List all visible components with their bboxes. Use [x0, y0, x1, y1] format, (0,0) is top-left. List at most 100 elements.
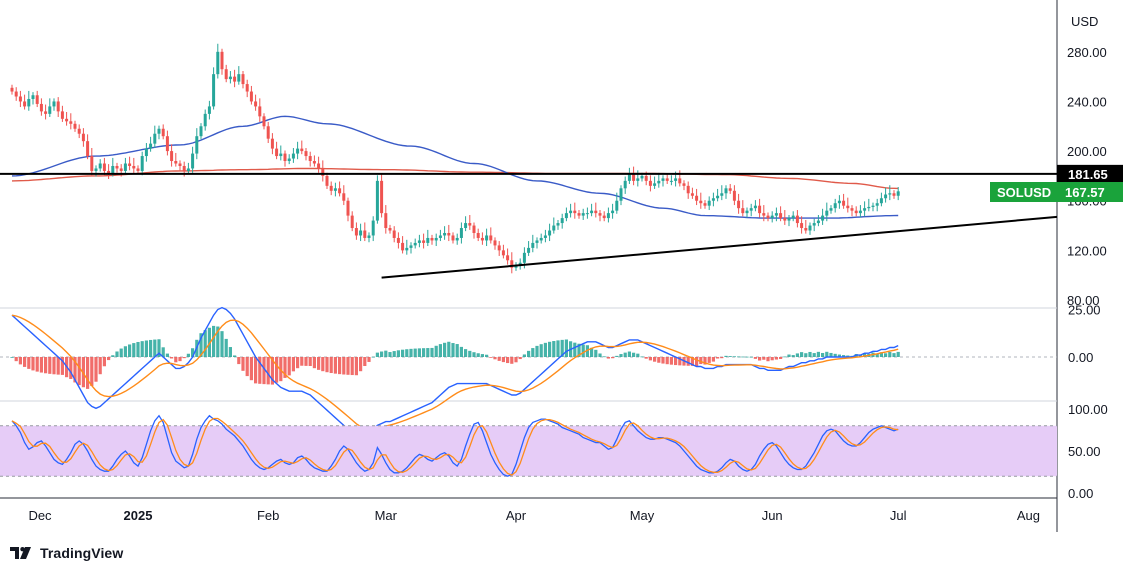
candle-body	[884, 194, 888, 199]
macd-histogram-bar	[149, 339, 153, 357]
candle	[157, 125, 161, 140]
macd-histogram-bar	[619, 354, 623, 357]
candle-body	[829, 208, 833, 211]
macd-histogram-bar	[451, 343, 455, 357]
macd-histogram-bar	[816, 351, 820, 357]
candle-body	[791, 215, 795, 219]
macd-histogram-bar	[144, 340, 148, 357]
macd-histogram-bar	[648, 357, 652, 361]
macd-histogram-bar	[27, 357, 31, 369]
candle-body	[426, 237, 430, 243]
candle-body	[812, 223, 816, 226]
price-pane[interactable]	[0, 43, 1058, 279]
macd-histogram-bar	[207, 327, 211, 357]
macd-histogram-bar	[501, 357, 505, 363]
candle	[262, 113, 266, 130]
time-axis[interactable]: Dec 2025 Feb Mar Apr May Jun Jul Aug	[28, 508, 1040, 523]
candle-body	[48, 106, 52, 114]
macd-histogram-bar	[375, 352, 379, 357]
candle	[14, 87, 18, 101]
candle-body	[497, 245, 501, 251]
candle-body	[527, 247, 531, 253]
stochastic-pane[interactable]	[0, 414, 1057, 477]
candle-body	[409, 245, 413, 248]
candle	[573, 202, 577, 219]
candle	[569, 203, 573, 218]
candle	[833, 198, 837, 213]
macd-histogram-bar	[711, 357, 715, 362]
macd-histogram-bar	[543, 342, 547, 357]
macd-histogram-bar	[539, 344, 543, 357]
macd-histogram-bar	[758, 357, 762, 361]
time-tick-label: Mar	[375, 508, 398, 523]
candle-body	[888, 193, 892, 195]
candle-body	[191, 153, 195, 169]
macd-histogram-bar	[371, 356, 375, 358]
candle	[153, 125, 157, 148]
candle-body	[107, 170, 111, 174]
candle	[518, 258, 522, 270]
macd-histogram-bar	[224, 338, 228, 357]
candle	[270, 133, 274, 155]
candle	[720, 185, 724, 201]
candle-body	[678, 178, 682, 184]
candle	[716, 188, 720, 202]
candle	[623, 176, 627, 194]
candle-body	[447, 232, 451, 236]
macd-histogram-bar	[363, 357, 367, 367]
candle-body	[321, 168, 325, 176]
macd-histogram-bar	[468, 350, 472, 357]
macd-histogram-bar	[237, 357, 241, 365]
macd-histogram-bar	[863, 353, 867, 357]
candle-body	[577, 213, 581, 216]
candle-body	[451, 235, 455, 241]
candle-body	[44, 111, 48, 114]
macd-pane[interactable]	[0, 306, 1057, 438]
candle	[434, 233, 438, 247]
candle	[102, 157, 106, 176]
candle	[304, 147, 308, 161]
candle	[245, 79, 249, 98]
candle	[65, 112, 69, 126]
candle-body	[77, 128, 81, 134]
candle-body	[795, 215, 799, 224]
candle	[548, 223, 552, 242]
candle-body	[476, 232, 480, 238]
candle	[161, 124, 165, 140]
candle-body	[699, 200, 703, 204]
macd-histogram-bar	[808, 351, 812, 357]
candle-body	[774, 213, 778, 216]
macd-histogram-bar	[170, 357, 174, 359]
candle	[283, 150, 287, 167]
candle	[333, 182, 337, 197]
candle	[501, 244, 505, 259]
candle	[422, 233, 426, 249]
macd-histogram-bar	[770, 357, 774, 361]
candle-body	[375, 180, 379, 221]
candle-body	[149, 143, 153, 149]
candle	[438, 229, 442, 242]
candle-body	[170, 151, 174, 162]
candle	[699, 192, 703, 209]
macd-histogram-bar	[73, 357, 77, 383]
price-axis[interactable]: USD 280.00240.00200.00160.00120.0080.001…	[990, 14, 1123, 501]
price-tick-label: 240.00	[1067, 94, 1107, 109]
candle	[825, 202, 829, 222]
candle	[296, 141, 300, 160]
macd-histogram-bar	[833, 353, 837, 357]
macd-histogram-bar	[598, 353, 602, 357]
time-tick-label: Dec	[28, 508, 52, 523]
macd-histogram-bar	[535, 345, 539, 357]
candle	[375, 175, 379, 224]
candle	[207, 100, 211, 120]
candle	[867, 198, 871, 212]
macd-histogram-bar	[94, 357, 98, 382]
macd-histogram-bar	[266, 357, 270, 385]
candle-body	[564, 213, 568, 219]
candle	[770, 211, 774, 223]
macd-histogram-bar	[359, 357, 363, 372]
candle-body	[94, 168, 98, 171]
candle-body	[602, 215, 606, 219]
macd-histogram-bar	[401, 349, 405, 357]
candle-body	[220, 51, 224, 70]
